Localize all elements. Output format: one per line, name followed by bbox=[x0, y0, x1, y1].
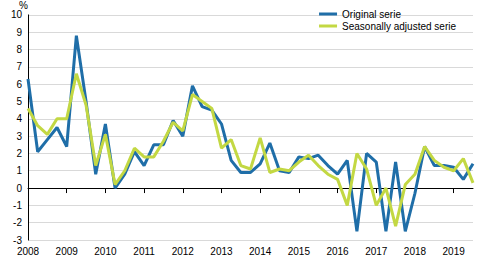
svg-text:1: 1 bbox=[16, 165, 22, 176]
svg-text:8: 8 bbox=[16, 44, 22, 55]
svg-text:3: 3 bbox=[16, 131, 22, 142]
svg-text:2014: 2014 bbox=[249, 246, 272, 257]
svg-text:-3: -3 bbox=[13, 235, 22, 246]
svg-text:2016: 2016 bbox=[326, 246, 349, 257]
svg-text:5: 5 bbox=[16, 96, 22, 107]
svg-text:2011: 2011 bbox=[133, 246, 155, 257]
svg-text:2008: 2008 bbox=[17, 246, 40, 257]
svg-text:2012: 2012 bbox=[172, 246, 195, 257]
svg-text:2017: 2017 bbox=[365, 246, 388, 257]
svg-text:0: 0 bbox=[16, 183, 22, 194]
svg-text:Seasonally adjusted serie: Seasonally adjusted serie bbox=[342, 21, 456, 32]
svg-text:2013: 2013 bbox=[210, 246, 233, 257]
svg-text:9: 9 bbox=[16, 27, 22, 38]
svg-text:2: 2 bbox=[16, 148, 22, 159]
svg-text:6: 6 bbox=[16, 79, 22, 90]
svg-text:2019: 2019 bbox=[443, 246, 466, 257]
svg-text:10: 10 bbox=[11, 9, 23, 20]
svg-text:Original serie: Original serie bbox=[342, 9, 401, 20]
svg-text:2015: 2015 bbox=[288, 246, 311, 257]
svg-text:7: 7 bbox=[16, 61, 22, 72]
svg-text:2009: 2009 bbox=[56, 246, 79, 257]
svg-text:-2: -2 bbox=[13, 217, 22, 228]
svg-text:2018: 2018 bbox=[404, 246, 427, 257]
svg-text:2010: 2010 bbox=[94, 246, 117, 257]
svg-text:-1: -1 bbox=[13, 200, 22, 211]
svg-text:4: 4 bbox=[16, 113, 22, 124]
